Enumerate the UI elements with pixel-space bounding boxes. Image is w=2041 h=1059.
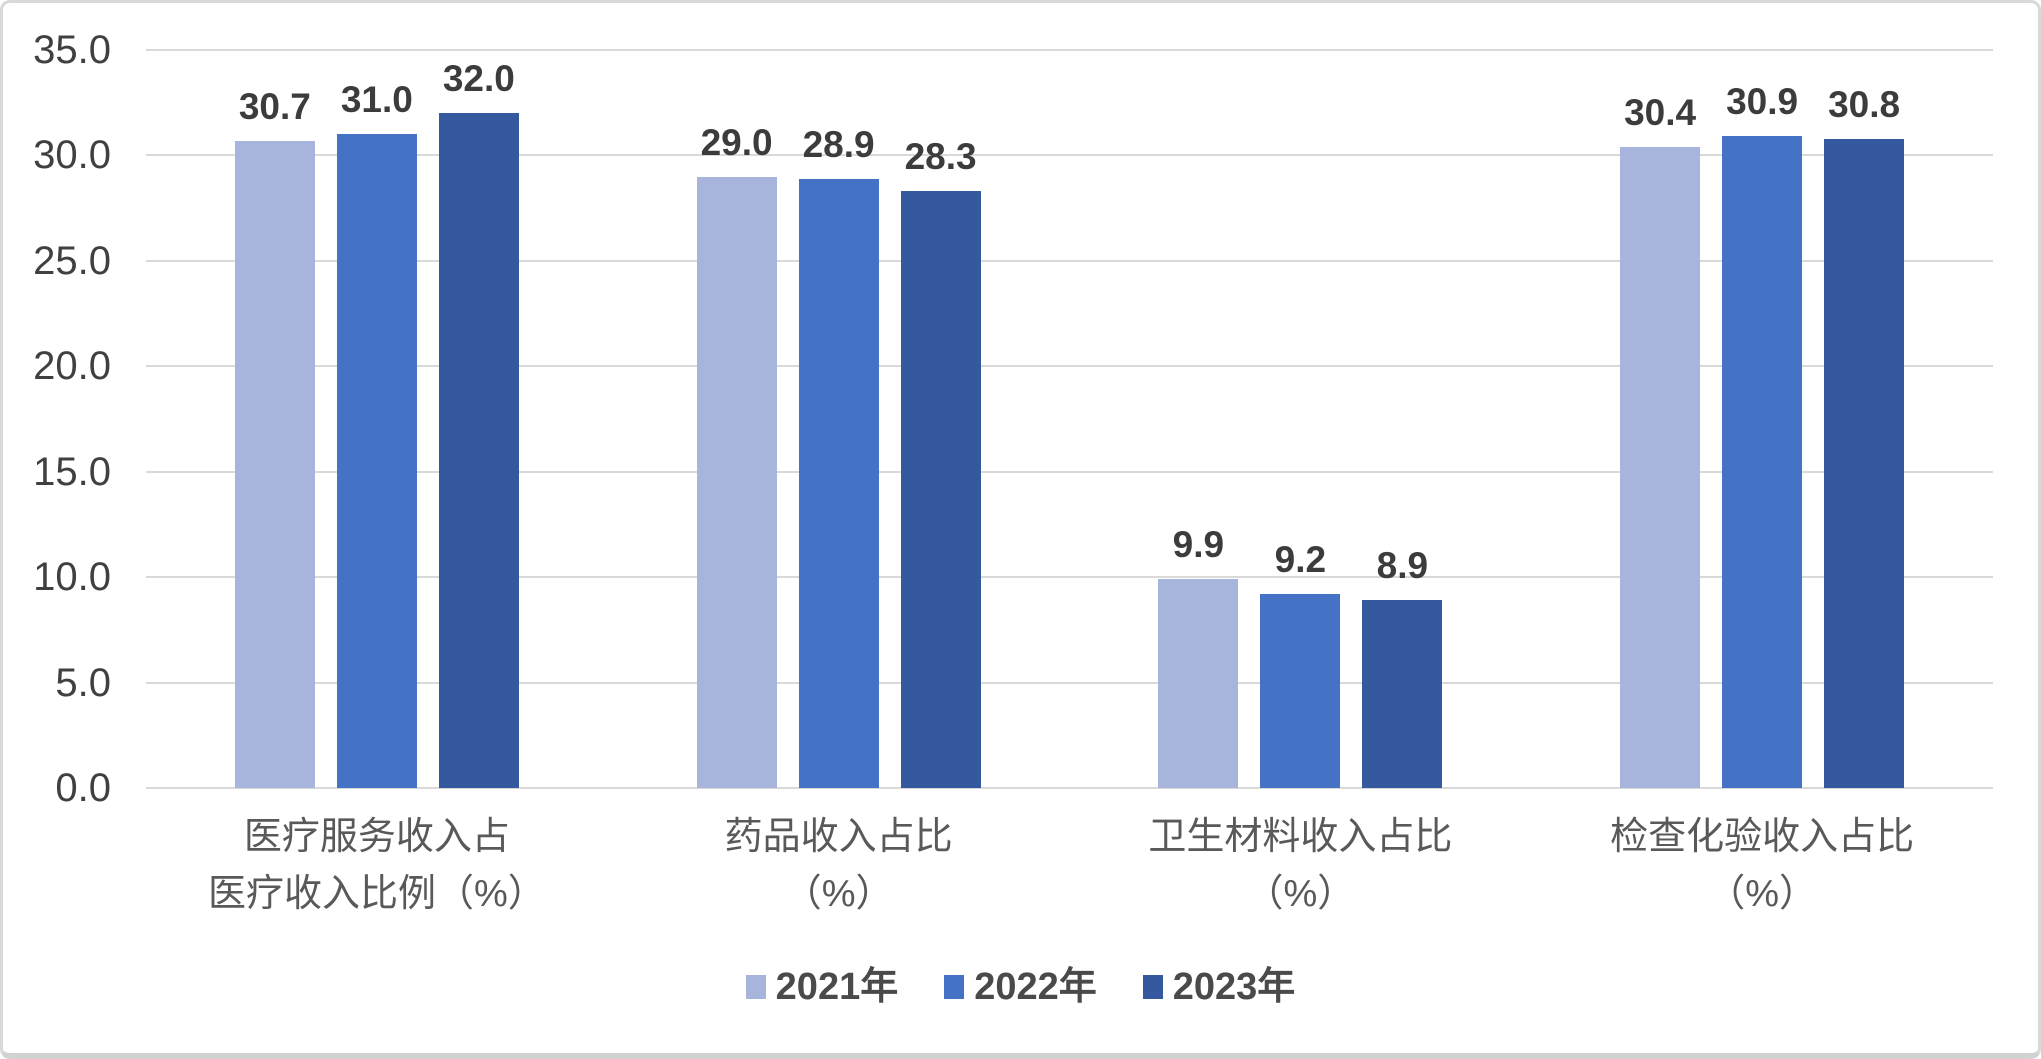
gridline bbox=[146, 365, 1993, 368]
gridline bbox=[146, 576, 1993, 579]
gridline bbox=[146, 681, 1993, 684]
legend-item-2021年: 2021年 bbox=[745, 963, 899, 1011]
value-label: 9.9 bbox=[1172, 524, 1225, 566]
legend: 2021年 2022年 2023年 bbox=[3, 961, 2038, 1013]
bar-2022年-category-2 bbox=[798, 178, 879, 788]
y-tick-label: 20.0 bbox=[33, 344, 111, 389]
gridline bbox=[146, 49, 1993, 51]
category-label: 卫生材料收入占比 bbox=[1148, 816, 1453, 858]
legend-label: 2023年 bbox=[1172, 966, 1296, 1008]
value-label: 28.3 bbox=[904, 136, 977, 178]
bar-chart: 0.0 5.0 10.0 15.0 20.0 25.0 30.0 35.0 30.7 31.0 3… bbox=[3, 3, 2038, 1053]
category-label: 医疗收入比例（%） bbox=[207, 873, 546, 915]
gridline bbox=[146, 787, 1993, 789]
legend-item-2022年: 2022年 bbox=[944, 963, 1097, 1011]
y-tick-label: 5.0 bbox=[55, 660, 111, 705]
y-tick-label: 15.0 bbox=[33, 449, 111, 494]
category-label: 药品收入占比 bbox=[724, 816, 953, 858]
bar-2021年-category-1 bbox=[234, 140, 315, 788]
legend-label: 2022年 bbox=[974, 966, 1097, 1008]
bar-2021年-category-3 bbox=[1158, 579, 1239, 788]
value-label: 28.9 bbox=[802, 123, 875, 165]
bar-2022年-category-4 bbox=[1722, 136, 1803, 788]
value-label: 30.9 bbox=[1726, 81, 1799, 123]
bar-2021年-category-4 bbox=[1620, 146, 1701, 788]
value-label: 29.0 bbox=[700, 121, 773, 163]
bar-2021年-category-2 bbox=[696, 176, 777, 788]
bar-2022年-category-1 bbox=[336, 134, 417, 788]
y-tick-label: 10.0 bbox=[33, 555, 111, 600]
bar-2022年-category-3 bbox=[1260, 594, 1341, 788]
category-label: 检查化验收入占比 bbox=[1610, 816, 1915, 858]
y-tick-label: 30.0 bbox=[33, 133, 111, 178]
value-label: 9.2 bbox=[1274, 539, 1327, 580]
legend-label: 2021年 bbox=[775, 966, 899, 1008]
value-label: 32.0 bbox=[442, 58, 515, 100]
bar-2023年-category-2 bbox=[900, 191, 981, 788]
legend-swatch-icon bbox=[944, 975, 965, 999]
bar-2023年-category-1 bbox=[438, 113, 519, 788]
bar-2023年-category-4 bbox=[1824, 138, 1905, 788]
y-tick-label: 25.0 bbox=[33, 238, 111, 283]
legend-swatch-icon bbox=[1142, 975, 1163, 999]
gridline bbox=[146, 259, 1993, 262]
category-label: （%） bbox=[1245, 873, 1356, 915]
gridline bbox=[146, 154, 1993, 157]
value-label: 30.7 bbox=[238, 85, 311, 127]
gridline bbox=[146, 470, 1993, 473]
y-tick-label: 0.0 bbox=[55, 766, 111, 810]
value-label: 31.0 bbox=[340, 79, 413, 121]
legend-swatch-icon bbox=[745, 975, 766, 999]
category-label: （%） bbox=[783, 873, 894, 915]
bar-2023年-category-3 bbox=[1362, 600, 1443, 788]
value-label: 30.8 bbox=[1828, 83, 1901, 125]
legend-item-2023年: 2023年 bbox=[1142, 963, 1296, 1011]
value-label: 30.4 bbox=[1624, 91, 1697, 133]
category-label: 医疗服务收入占 bbox=[243, 816, 510, 858]
value-label: 8.9 bbox=[1376, 545, 1429, 587]
y-tick-label: 35.0 bbox=[33, 28, 111, 72]
category-label: （%） bbox=[1707, 873, 1818, 915]
